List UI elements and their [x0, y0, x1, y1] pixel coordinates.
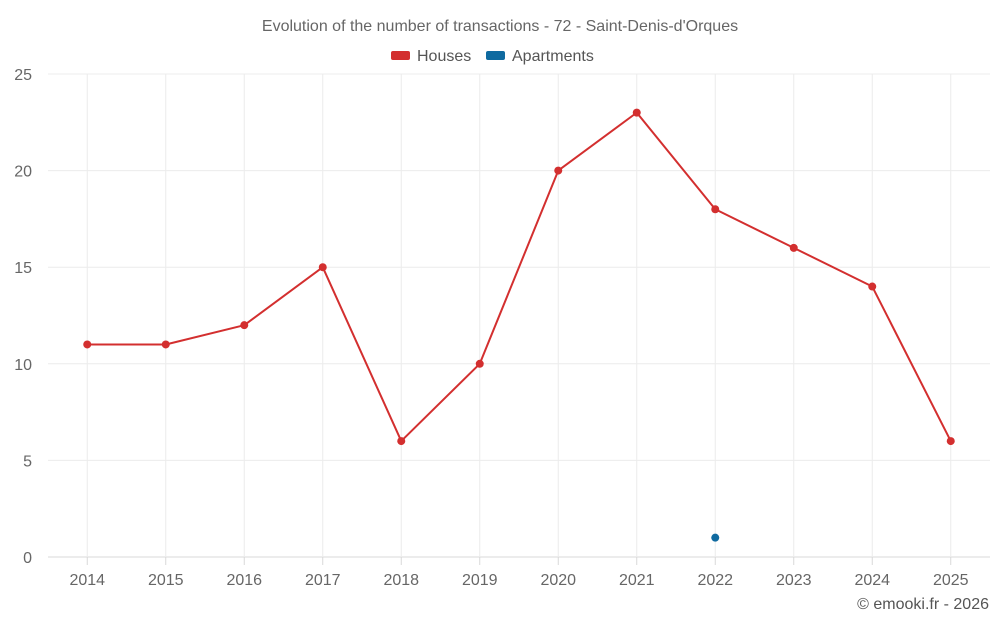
data-point-houses[interactable]: [240, 321, 249, 330]
legend-label-houses: Houses: [417, 48, 471, 65]
series-apartments: [711, 533, 720, 542]
x-tick-label: 2018: [383, 572, 419, 589]
legend: Houses Apartments: [391, 48, 594, 65]
x-tick-label: 2022: [697, 572, 733, 589]
x-tick-label: 2023: [776, 572, 812, 589]
x-tick-label: 2020: [540, 572, 576, 589]
series-line-houses: [87, 111, 952, 443]
data-point-houses[interactable]: [318, 263, 327, 272]
legend-swatch-apartments: [486, 51, 505, 60]
data-point-houses[interactable]: [946, 437, 955, 446]
x-tick-label: 2019: [462, 572, 498, 589]
x-tick-label: 2015: [148, 572, 184, 589]
x-tick-label: 2025: [933, 572, 969, 589]
data-point-houses[interactable]: [789, 243, 798, 252]
data-point-houses[interactable]: [161, 340, 170, 349]
data-point-houses[interactable]: [475, 359, 484, 368]
legend-item-apartments[interactable]: Apartments: [486, 48, 594, 65]
data-point-houses[interactable]: [868, 282, 877, 291]
series-houses: [83, 108, 955, 446]
x-tick-label: 2016: [226, 572, 262, 589]
y-tick-label: 20: [14, 164, 32, 181]
x-axis-ticks: 2014 2015 2016 2017 2018 2019 2020 2021 2022 2023…: [69, 572, 968, 589]
legend-item-houses[interactable]: Houses: [391, 48, 471, 65]
y-tick-label: 10: [14, 357, 32, 374]
grid: [48, 73, 990, 565]
data-point-houses[interactable]: [632, 108, 641, 117]
x-tick-label: 2014: [69, 572, 105, 589]
series: [83, 108, 955, 542]
data-point-houses[interactable]: [397, 437, 406, 446]
legend-label-apartments: Apartments: [512, 48, 594, 65]
x-tick-label: 2021: [619, 572, 655, 589]
data-point-houses[interactable]: [554, 166, 563, 175]
x-tick-label: 2017: [305, 572, 341, 589]
data-point-houses[interactable]: [711, 205, 720, 214]
y-tick-label: 25: [14, 67, 32, 84]
data-point-apartments[interactable]: [711, 533, 720, 542]
y-tick-label: 5: [23, 453, 32, 470]
chart-title: Evolution of the number of transactions …: [262, 18, 738, 35]
y-tick-label: 0: [23, 550, 32, 567]
legend-swatch-houses: [391, 51, 410, 60]
x-tick-label: 2024: [854, 572, 890, 589]
y-axis-ticks: 0 5 10 15 20 25: [14, 67, 32, 567]
data-point-houses[interactable]: [83, 340, 92, 349]
credit-text: © emooki.fr - 2026: [857, 596, 989, 613]
y-tick-label: 15: [14, 260, 32, 277]
